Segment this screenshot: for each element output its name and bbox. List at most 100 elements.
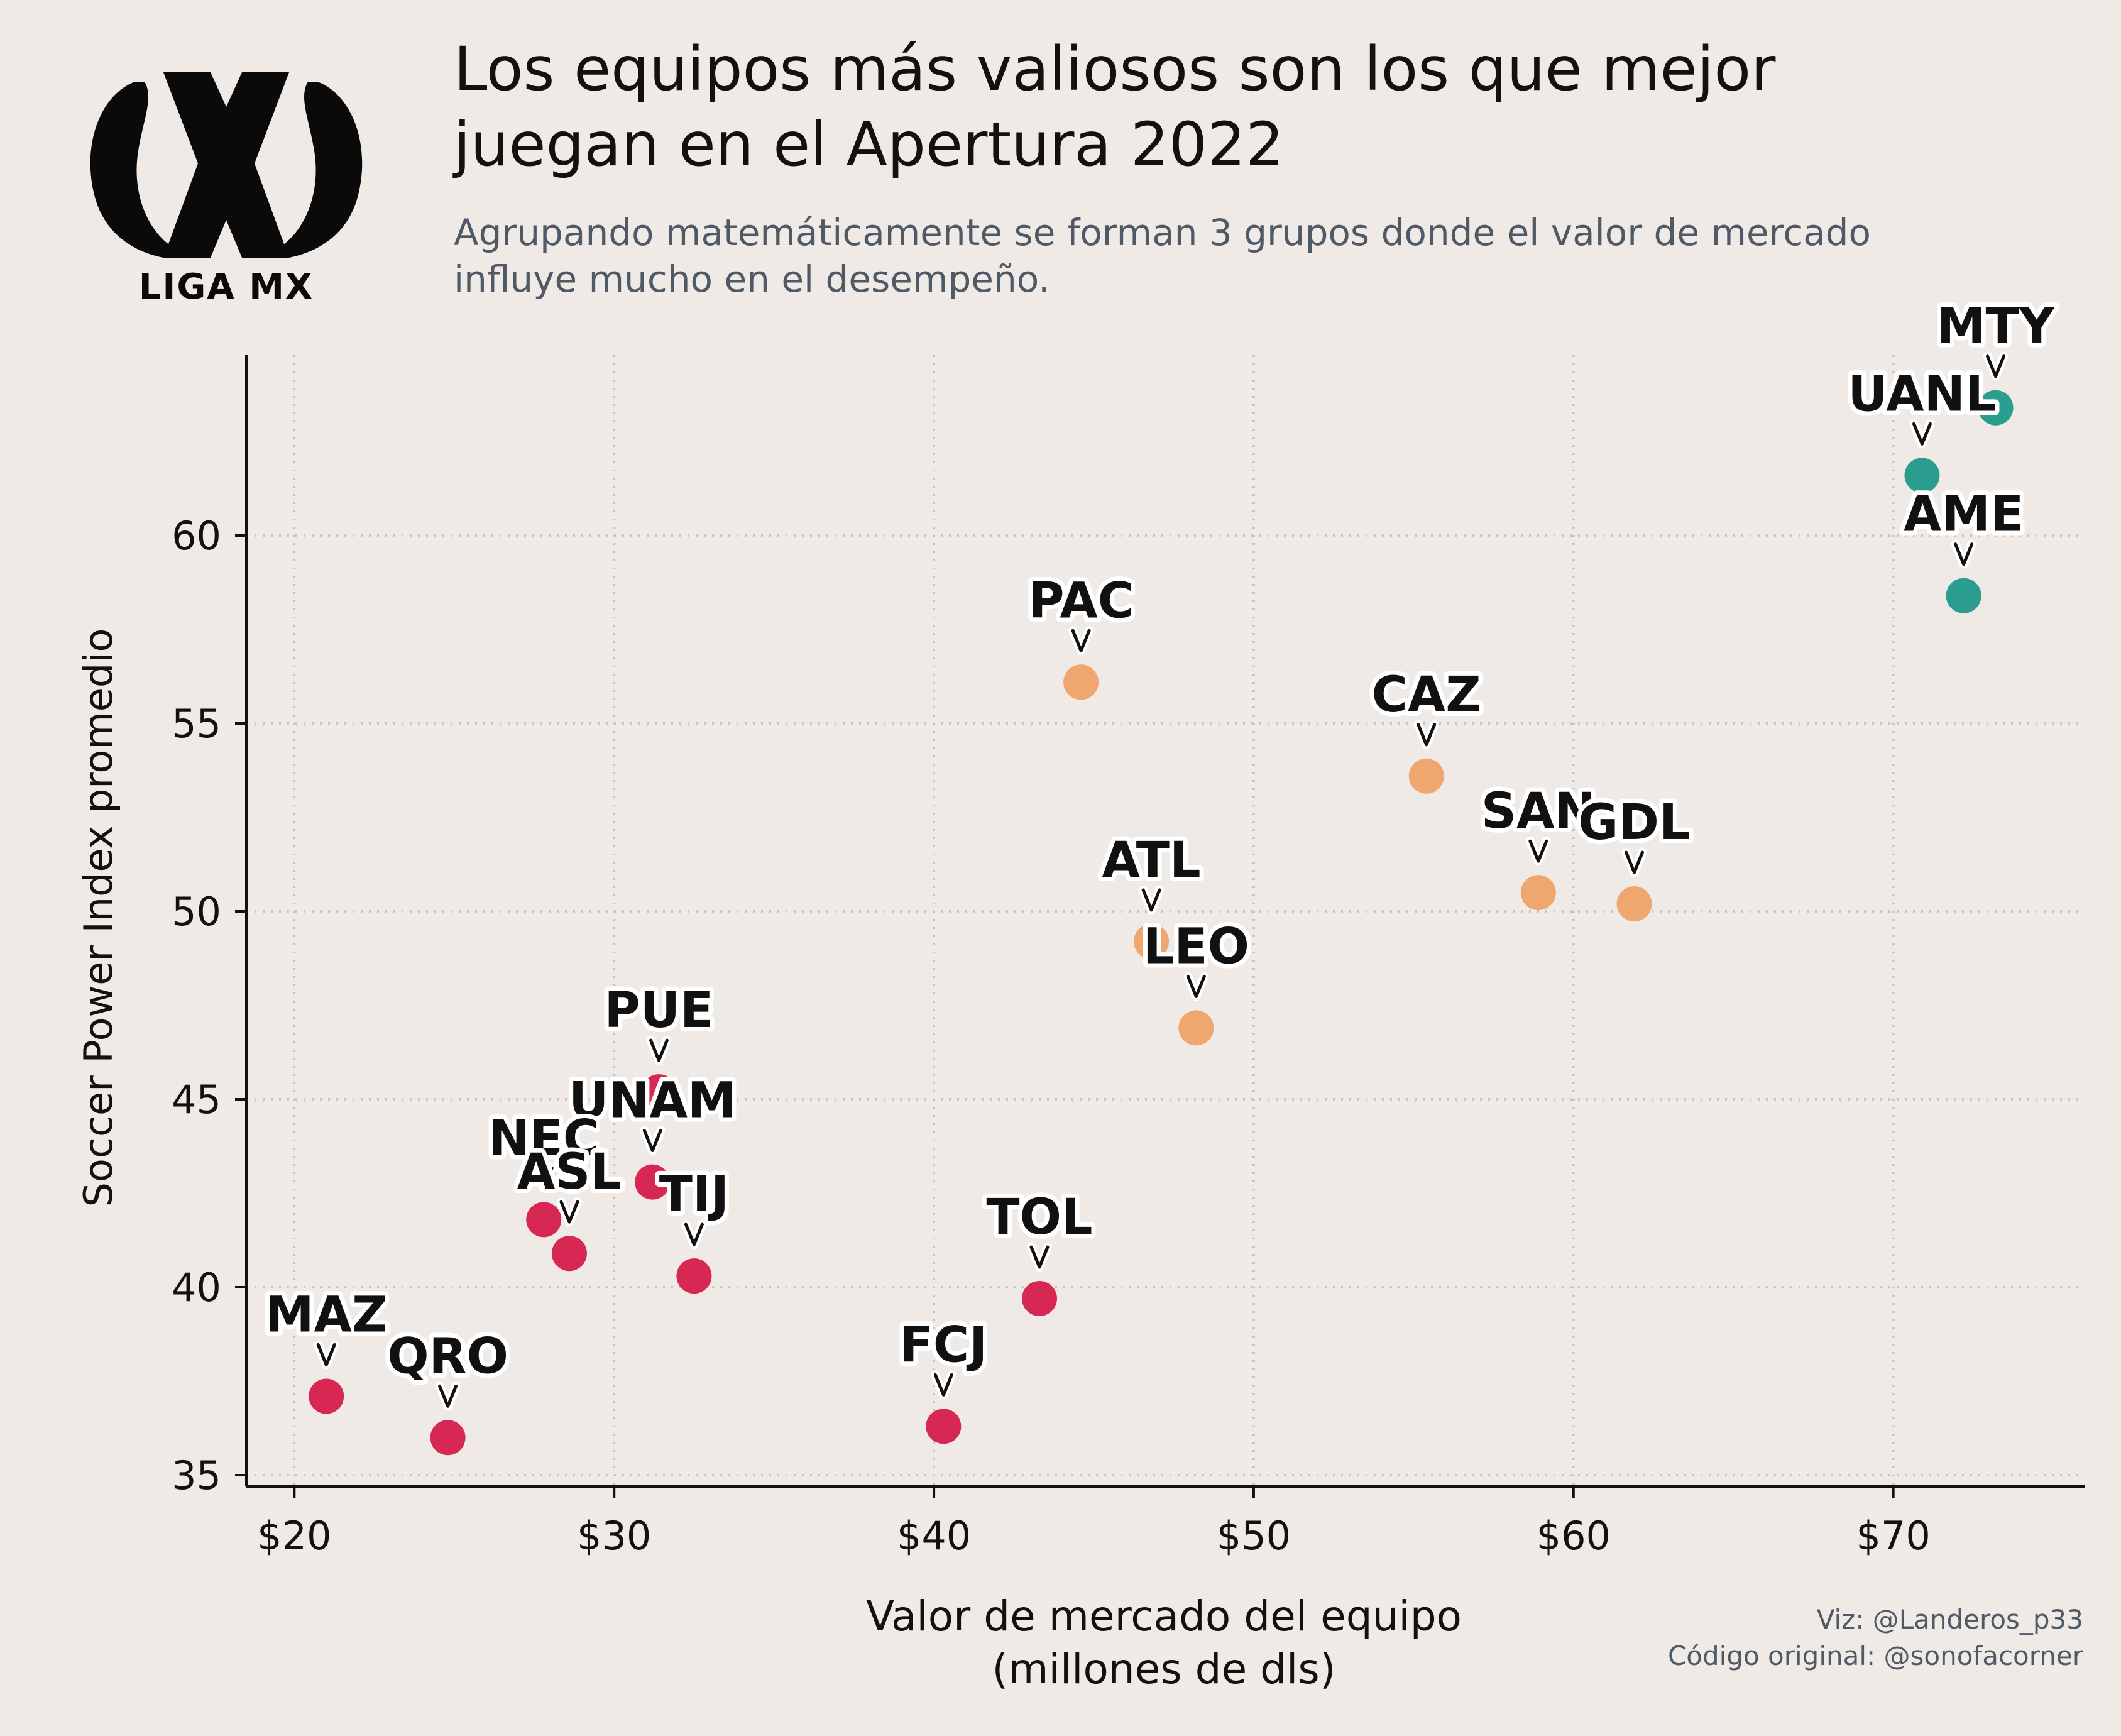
data-point-ame <box>1946 578 1981 613</box>
label-arrow <box>649 1038 669 1062</box>
label-arrow <box>1624 850 1644 874</box>
liga-mx-logo-mark <box>90 72 363 258</box>
point-label-qro: QRO <box>383 1324 513 1411</box>
point-label-unam: UNAM <box>564 1069 741 1155</box>
label-arrow <box>933 1373 953 1397</box>
grid-lines <box>246 355 2085 1486</box>
label-arrow <box>1186 974 1206 998</box>
point-label-mty: MTY <box>1932 294 2060 381</box>
x-tick-label: $40 <box>897 1513 971 1559</box>
team-label: SAN <box>1481 783 1596 840</box>
data-point-nec <box>526 1202 562 1238</box>
label-arrow <box>534 1166 554 1190</box>
point-label-fcj: FCJ <box>896 1312 992 1400</box>
point-label-asl: ASL <box>513 1140 626 1227</box>
x-tick-label: $70 <box>1856 1513 1931 1559</box>
chart-subtitle-line-1: Agrupando matemáticamente se forman 3 gr… <box>454 211 1871 254</box>
point-label-pac: PAC <box>1024 568 1138 656</box>
team-label: MTY <box>1937 299 2056 355</box>
label-arrow <box>642 1129 662 1153</box>
label-arrow <box>559 1200 579 1224</box>
data-point-maz <box>309 1378 344 1414</box>
chart-title-line-1: Los equipos más valiosos son los que mej… <box>454 34 1776 104</box>
data-point-mty <box>1978 390 2014 426</box>
point-label-tij: TIJ <box>655 1162 733 1250</box>
point-label-maz: MAZ <box>261 1282 392 1370</box>
label-arrow <box>1141 888 1161 912</box>
team-label: ASL <box>517 1144 622 1200</box>
x-tick-label: $30 <box>577 1513 651 1559</box>
point-label-leo: LEO <box>1139 914 1254 1001</box>
chart-subtitle-line-2: influye mucho en el desempeño. <box>454 258 1050 300</box>
credit-code: Código original: @sonofacorner <box>1667 1640 2083 1671</box>
point-label-gdl: GDL <box>1574 790 1695 877</box>
chart-title: Los equipos más valiosos son los que mej… <box>454 31 2025 182</box>
team-label: GDL <box>1578 794 1690 851</box>
label-arrow <box>316 1343 336 1366</box>
point-label-caz: CAZ <box>1367 662 1486 749</box>
axes <box>245 355 2085 1488</box>
team-label: TOL <box>986 1189 1092 1246</box>
x-axis-label-line-2: (millones de dls) <box>992 1645 1335 1693</box>
team-label: ATL <box>1102 832 1200 889</box>
team-label: QRO <box>387 1328 508 1385</box>
credit-viz: Viz: @Landeros_p33 <box>1816 1604 2083 1635</box>
data-point-tol <box>1021 1280 1057 1316</box>
y-axis-label: Soccer Power Index promedio <box>75 629 121 1207</box>
team-label: PUE <box>605 982 714 1039</box>
data-point-pac <box>1063 664 1099 700</box>
team-label: AME <box>1904 486 2024 543</box>
chart-subtitle: Agrupando matemáticamente se forman 3 gr… <box>454 209 2025 302</box>
liga-mx-logo: LIGA MX <box>90 72 363 307</box>
team-label: CAZ <box>1372 667 1481 723</box>
data-point-asl <box>551 1236 587 1272</box>
data-point-atl <box>1134 923 1170 959</box>
data-point-pue <box>641 1074 677 1110</box>
y-tick-label: 35 <box>172 1453 221 1498</box>
label-arrow <box>1071 629 1091 652</box>
label-arrow <box>1417 723 1437 747</box>
label-arrow <box>684 1222 704 1246</box>
point-label-ame: AME <box>1899 482 2028 569</box>
y-tick-label: 55 <box>172 701 221 747</box>
data-point-caz <box>1408 758 1444 794</box>
x-tick-label: $60 <box>1537 1513 1611 1559</box>
team-label: TIJ <box>659 1167 729 1223</box>
y-tick-label: 45 <box>172 1077 221 1123</box>
team-label: PAC <box>1028 573 1134 629</box>
data-point-leo <box>1178 1010 1214 1046</box>
label-arrow <box>438 1384 458 1408</box>
point-label-nec: NEC <box>484 1106 603 1193</box>
data-point-fcj <box>926 1409 962 1444</box>
point-label-uanl: UANL <box>1843 361 2001 449</box>
y-tick-label: 40 <box>172 1265 221 1310</box>
tick-labels: $20 $30 $40 $50 $60 $70 35 40 45 50 55 60 <box>172 513 1931 1559</box>
data-point-qro <box>430 1420 466 1456</box>
x-axis-label-line-1: Valor de mercado del equipo <box>866 1592 1462 1640</box>
team-label: LEO <box>1143 918 1249 975</box>
x-tick-label: $20 <box>257 1513 331 1559</box>
label-arrow <box>1986 354 2006 378</box>
chart-title-line-2: juegan en el Apertura 2022 <box>454 109 1285 180</box>
data-point-uanl <box>1904 458 1940 493</box>
label-arrow <box>1954 542 1974 566</box>
point-label-pue: PUE <box>600 978 718 1065</box>
team-label: UNAM <box>569 1073 737 1129</box>
team-label: FCJ <box>900 1317 988 1373</box>
data-point-unam <box>635 1164 671 1200</box>
credits: Viz: @Landeros_p33 Código original: @son… <box>1668 1601 2083 1674</box>
data-point-tij <box>676 1258 712 1294</box>
y-tick-label: 60 <box>172 513 221 559</box>
label-arrow <box>1029 1245 1050 1269</box>
x-tick-label: $50 <box>1217 1513 1291 1559</box>
data-points <box>309 390 2014 1456</box>
data-point-san <box>1520 875 1556 911</box>
point-label-tol: TOL <box>982 1185 1097 1272</box>
label-arrow <box>1528 839 1548 863</box>
label-arrow <box>1912 422 1932 446</box>
liga-mx-logo-text: LIGA MX <box>139 266 314 307</box>
team-label: MAZ <box>265 1287 388 1343</box>
team-label: NEC <box>488 1110 599 1167</box>
